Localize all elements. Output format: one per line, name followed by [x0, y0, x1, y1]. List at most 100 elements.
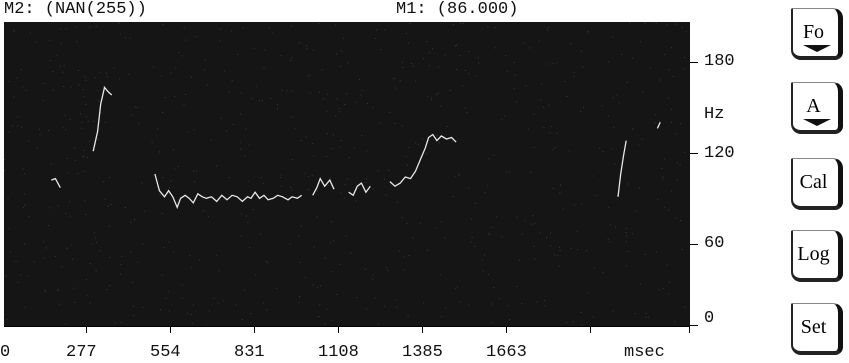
background-speckle — [475, 202, 476, 204]
background-speckle — [394, 87, 396, 89]
background-speckle — [634, 313, 636, 315]
background-speckle — [674, 321, 676, 322]
background-speckle — [668, 69, 670, 71]
background-speckle — [666, 264, 668, 266]
background-speckle — [591, 175, 593, 177]
background-speckle — [417, 144, 419, 146]
background-speckle — [446, 126, 448, 127]
background-speckle — [91, 243, 93, 245]
background-speckle — [326, 93, 328, 95]
background-speckle — [474, 246, 476, 248]
background-speckle — [546, 63, 548, 65]
background-speckle — [17, 116, 19, 118]
background-speckle — [263, 183, 264, 185]
background-speckle — [326, 110, 328, 112]
background-speckle — [71, 244, 73, 246]
background-speckle — [639, 41, 641, 43]
background-speckle — [318, 316, 320, 317]
background-speckle — [131, 114, 133, 116]
y-tick-label: 120 — [704, 144, 735, 163]
background-speckle — [383, 305, 385, 307]
background-speckle — [609, 224, 611, 226]
background-speckle — [240, 235, 242, 237]
background-speckle — [339, 66, 341, 67]
pitch-plot[interactable] — [4, 22, 690, 326]
background-speckle — [559, 246, 560, 248]
background-speckle — [384, 178, 386, 180]
background-speckle — [49, 60, 51, 61]
background-speckle — [276, 287, 278, 289]
background-speckle — [463, 22, 464, 24]
log-button[interactable]: Log — [791, 230, 843, 282]
background-speckle — [632, 57, 634, 59]
background-speckle — [164, 96, 166, 98]
background-speckle — [58, 303, 60, 305]
background-speckle — [367, 103, 369, 104]
background-speckle — [539, 232, 541, 234]
background-speckle — [326, 133, 328, 135]
background-speckle — [452, 196, 454, 197]
background-speckle — [655, 114, 657, 116]
marker2-readout: M2: (NAN(255)) — [4, 0, 147, 19]
fo-button[interactable]: Fo — [791, 8, 843, 60]
background-speckle — [106, 289, 108, 291]
background-speckle — [638, 144, 640, 146]
background-speckle — [183, 27, 185, 29]
background-speckle — [612, 310, 614, 312]
background-speckle — [120, 264, 122, 265]
background-speckle — [109, 177, 110, 178]
background-speckle — [683, 68, 685, 70]
background-speckle — [570, 247, 572, 249]
background-speckle — [194, 181, 196, 182]
background-speckle — [559, 250, 561, 252]
background-speckle — [77, 70, 79, 71]
background-speckle — [159, 193, 161, 195]
background-speckle — [313, 49, 314, 51]
background-speckle — [465, 70, 466, 71]
background-speckle — [444, 237, 446, 239]
background-speckle — [423, 58, 425, 60]
background-speckle — [292, 159, 293, 161]
background-speckle — [105, 72, 107, 74]
background-speckle — [389, 111, 391, 113]
background-speckle — [501, 236, 503, 238]
background-speckle — [80, 113, 82, 115]
background-speckle — [286, 90, 288, 92]
pitch-trace-segment — [389, 133, 457, 188]
background-speckle — [240, 148, 242, 150]
background-speckle — [644, 254, 646, 255]
background-speckle — [509, 319, 511, 320]
background-speckle — [336, 53, 338, 55]
background-speckle — [133, 314, 135, 316]
background-speckle — [250, 313, 252, 315]
set-button[interactable]: Set — [791, 303, 843, 355]
background-speckle — [116, 22, 118, 24]
background-speckle — [22, 86, 24, 88]
background-speckle — [415, 142, 417, 144]
background-speckle — [333, 134, 334, 136]
amplitude-button[interactable]: A — [791, 82, 843, 134]
background-speckle — [277, 104, 278, 106]
background-speckle — [402, 61, 403, 63]
background-speckle — [554, 147, 556, 149]
background-speckle — [33, 261, 35, 263]
background-speckle — [342, 37, 344, 39]
y-tick — [690, 153, 698, 154]
background-speckle — [475, 75, 477, 77]
background-speckle — [491, 321, 493, 323]
background-speckle — [177, 202, 179, 204]
background-speckle — [130, 251, 132, 253]
cal-button-label: Cal — [799, 171, 828, 193]
background-speckle — [82, 156, 84, 158]
cal-button[interactable]: Cal — [791, 158, 843, 210]
background-speckle — [613, 126, 615, 128]
background-speckle — [607, 238, 609, 240]
background-speckle — [89, 26, 91, 28]
background-speckle — [135, 106, 137, 108]
background-speckle — [319, 304, 321, 306]
background-speckle — [326, 308, 328, 310]
background-speckle — [72, 258, 73, 260]
x-tick — [506, 326, 507, 333]
pitch-trace-segment — [617, 140, 627, 197]
background-speckle — [456, 44, 457, 46]
